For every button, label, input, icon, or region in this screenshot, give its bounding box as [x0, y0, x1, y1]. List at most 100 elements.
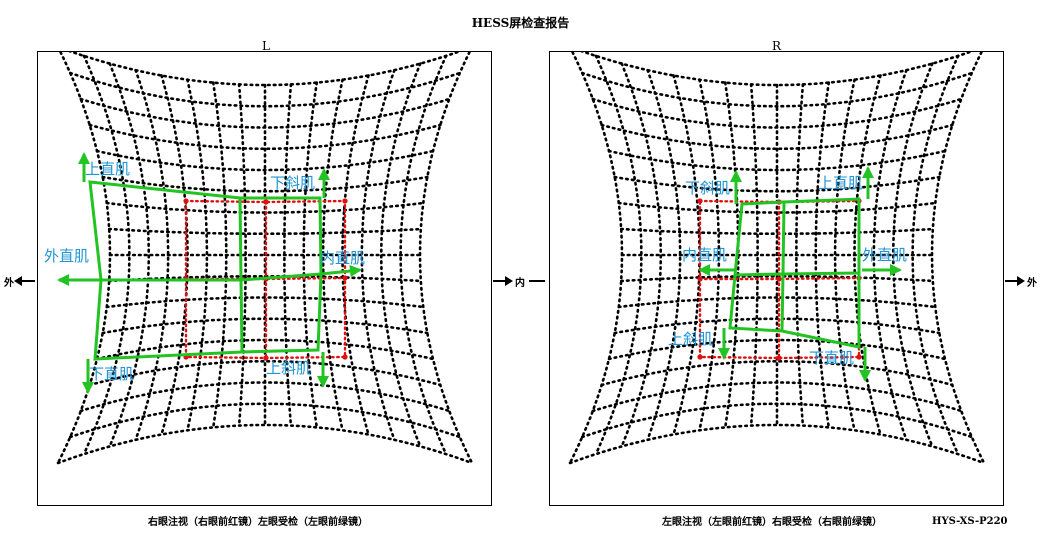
- right-hess-grid: [568, 52, 986, 465]
- grid-row-line: [56, 423, 474, 465]
- red-point: [342, 198, 348, 204]
- right-inferior-rectus-label: 下直肌: [809, 349, 855, 367]
- right-arrow-up-1-head: [730, 170, 742, 182]
- model-number: HYS-XS-P220: [932, 516, 1008, 527]
- red-point: [342, 275, 348, 281]
- right-panel-label: R: [772, 39, 782, 53]
- grid-dots: [568, 52, 986, 465]
- grid-row-line: [88, 123, 442, 151]
- grid-col-line: [82, 54, 131, 456]
- right-superior-oblique-label: 上斜肌: [668, 330, 714, 348]
- grid-col-line: [186, 78, 209, 432]
- center-text: 内: [515, 278, 525, 289]
- grid-row-line: [607, 149, 947, 172]
- grid-col-line: [749, 83, 759, 427]
- green-horizontal-axis: [734, 271, 860, 277]
- green-deviation-plot: [728, 197, 861, 349]
- left-panel-caption: 右眼注视（右眼前红镜）左眼受检（左眼前绿镜）: [148, 517, 368, 528]
- grid-col-line: [56, 52, 112, 465]
- red-point: [776, 276, 782, 282]
- right-arrow-up-2-head: [862, 166, 874, 178]
- green-horizontal-axis: [101, 272, 322, 282]
- right-arrow-icon: [493, 276, 545, 286]
- center-direction: 内: [493, 274, 547, 289]
- left-inferior-rectus-label: 下直肌: [89, 365, 135, 383]
- grid-row-line: [580, 52, 974, 87]
- left-medial-rectus-label: 内直肌: [320, 249, 366, 267]
- grid-col-line: [620, 62, 663, 448]
- grid-row-line: [105, 296, 425, 309]
- grid-row-line: [617, 296, 937, 309]
- right-arrow-down-2-head: [859, 370, 871, 382]
- far-right-text: 外: [1027, 278, 1037, 289]
- red-reference-plot: [697, 198, 862, 361]
- red-point: [697, 354, 703, 360]
- far-left-text: 外: [4, 278, 14, 289]
- red-point: [183, 198, 189, 204]
- grid-row-line: [568, 423, 986, 465]
- green-outer-square: [88, 180, 323, 361]
- left-arrow-icon: [14, 276, 35, 286]
- red-point: [263, 199, 269, 205]
- grid-row-line: [600, 123, 954, 151]
- grid-col-line: [795, 83, 805, 427]
- grid-row-line: [619, 227, 935, 236]
- left-lateral-rectus-label: 外直肌: [44, 247, 90, 265]
- grid-col-line: [302, 81, 319, 429]
- red-point: [697, 198, 703, 204]
- right-arrow-icon-2: [1005, 276, 1025, 286]
- grid-row-line: [68, 52, 462, 87]
- grid-col-line: [380, 62, 422, 448]
- grid-col-line: [833, 78, 856, 432]
- grid-col-line: [321, 78, 344, 432]
- grid-row-line: [580, 71, 974, 108]
- left-arrow-right-head: [349, 265, 362, 277]
- far-right-direction: 外: [1005, 274, 1039, 289]
- grid-col-line: [911, 54, 960, 456]
- right-arrow-right-head: [890, 264, 902, 276]
- grid-col-line: [814, 81, 831, 429]
- left-arrow-down-2-head: [317, 376, 329, 388]
- red-point: [776, 355, 782, 361]
- grid-col-line: [646, 68, 682, 442]
- left-eye-chart: [37, 51, 492, 506]
- grid-col-line: [930, 52, 986, 465]
- left-inferior-oblique-label: 下斜肌: [270, 174, 316, 192]
- grid-col-line: [698, 78, 721, 432]
- left-arrow-left-head: [57, 274, 69, 286]
- grid-col-line: [108, 62, 151, 448]
- grid-col-line: [568, 52, 624, 465]
- red-point: [342, 354, 348, 360]
- right-superior-rectus-label: 上直肌: [818, 174, 864, 192]
- grid-col-line: [360, 68, 396, 442]
- left-panel-label: L: [262, 39, 270, 53]
- red-point: [697, 276, 703, 282]
- left-arrow-down-1-head: [82, 382, 94, 394]
- right-eye-chart: [549, 51, 1004, 506]
- grid-col-line: [418, 52, 474, 465]
- grid-col-line: [160, 74, 189, 436]
- grid-col-line: [341, 74, 370, 436]
- far-left-direction: 外: [4, 274, 36, 289]
- green-vertical-axis: [238, 197, 244, 353]
- green-outer-square: [728, 197, 861, 349]
- grid-col-line: [237, 83, 247, 427]
- right-medial-rectus-label: 内直肌: [682, 246, 728, 264]
- left-arrow-up-1-head: [78, 152, 90, 164]
- right-panel-caption: 左眼注视（左眼前红镜）右眼受检（右眼前绿镜）: [662, 517, 882, 528]
- left-hess-grid: [56, 52, 474, 465]
- left-superior-oblique-label: 上斜肌: [266, 359, 312, 377]
- grid-col-line: [594, 54, 643, 456]
- grid-col-line: [212, 81, 228, 429]
- grid-col-line: [872, 68, 908, 442]
- report-title: HESS屏检查报告: [471, 16, 570, 30]
- right-arrow-left-head: [698, 264, 710, 276]
- grid-col-line: [399, 54, 448, 456]
- grid-row-line: [95, 149, 435, 172]
- grid-col-line: [892, 62, 934, 448]
- red-point: [263, 355, 269, 361]
- right-lateral-rectus-label: 外直肌: [862, 246, 908, 264]
- red-point: [856, 354, 862, 360]
- green-vertical-axis: [780, 201, 786, 332]
- grid-row-line: [600, 360, 954, 387]
